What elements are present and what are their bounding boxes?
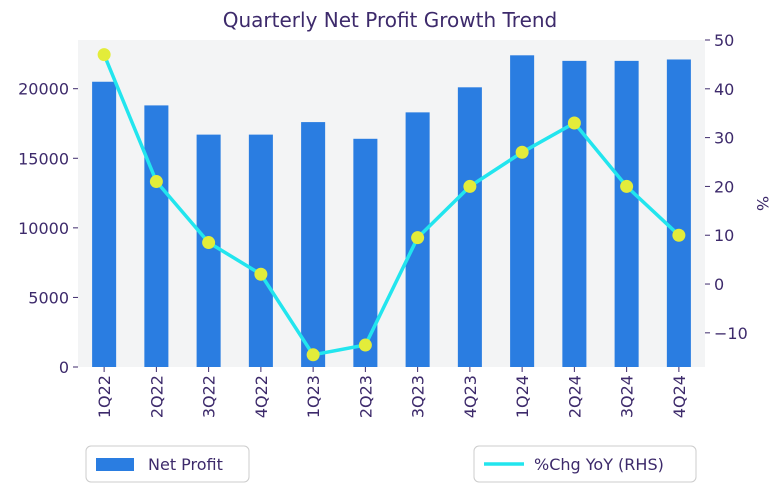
yoy-point-3Q23 <box>411 231 425 245</box>
x-tick-label: 2Q24 <box>565 375 584 418</box>
legend-swatch-net-profit <box>96 458 134 471</box>
plot-area <box>78 40 705 367</box>
x-tick-label: 1Q23 <box>304 375 323 418</box>
y-right-tick-label: 10 <box>714 226 734 245</box>
yoy-point-4Q24 <box>672 228 686 242</box>
bar-2Q24 <box>562 60 587 367</box>
yoy-point-3Q22 <box>202 236 216 250</box>
x-tick-label: 4Q24 <box>670 375 689 418</box>
x-tick-label: 3Q23 <box>409 375 428 418</box>
yoy-point-2Q22 <box>149 175 163 189</box>
yoy-point-2Q24 <box>567 116 581 130</box>
y-right-tick-label: −10 <box>714 324 748 343</box>
x-tick-label: 1Q22 <box>95 375 114 418</box>
y-right-tick-label: 30 <box>714 129 734 148</box>
y-axis-right-label: % <box>753 196 772 211</box>
yoy-point-4Q23 <box>463 179 477 193</box>
yoy-point-1Q22 <box>97 48 111 62</box>
x-tick-label: 4Q23 <box>461 375 480 418</box>
chart-title: Quarterly Net Profit Growth Trend <box>223 8 558 32</box>
x-tick-label: 2Q22 <box>147 375 166 418</box>
yoy-point-3Q24 <box>620 179 634 193</box>
yoy-point-4Q22 <box>254 267 268 281</box>
x-tick-label: 3Q22 <box>200 375 219 418</box>
y-right-tick-label: 0 <box>714 275 724 294</box>
legend-label-yoy: %Chg YoY (RHS) <box>534 455 664 474</box>
bar-4Q24 <box>666 59 691 368</box>
x-tick-label: 2Q23 <box>356 375 375 418</box>
bar-1Q22 <box>92 81 117 367</box>
y-right-tick-label: 20 <box>714 177 734 196</box>
y-left-tick-label: 20000 <box>18 80 69 99</box>
yoy-line <box>102 53 681 357</box>
x-tick-label: 3Q24 <box>618 375 637 418</box>
bar-3Q24 <box>614 60 639 367</box>
y-left-tick-label: 0 <box>59 358 69 377</box>
y-left-tick-label: 15000 <box>18 149 69 168</box>
y-right-tick-label: 40 <box>714 80 734 99</box>
bar-4Q22 <box>248 134 273 367</box>
x-tick-label: 1Q24 <box>513 375 532 418</box>
legend-box-net-profit <box>85 445 250 483</box>
y-left-tick-label: 5000 <box>28 288 69 307</box>
yoy-point-1Q23 <box>306 348 320 362</box>
legend-box-yoy <box>473 445 697 483</box>
bar-4Q23 <box>457 87 482 367</box>
x-tick-label: 4Q22 <box>252 375 271 418</box>
y-right-tick-label: 50 <box>714 31 734 50</box>
bar-2Q22 <box>144 105 169 368</box>
bar-3Q22 <box>196 134 221 367</box>
bar-1Q23 <box>301 122 326 367</box>
bar-1Q24 <box>510 55 535 367</box>
yoy-point-1Q24 <box>515 145 529 159</box>
y-left-tick-label: 10000 <box>18 219 69 238</box>
bar-2Q23 <box>353 138 378 367</box>
yoy-point-2Q23 <box>358 338 372 352</box>
legend-label-net-profit: Net Profit <box>148 455 223 474</box>
